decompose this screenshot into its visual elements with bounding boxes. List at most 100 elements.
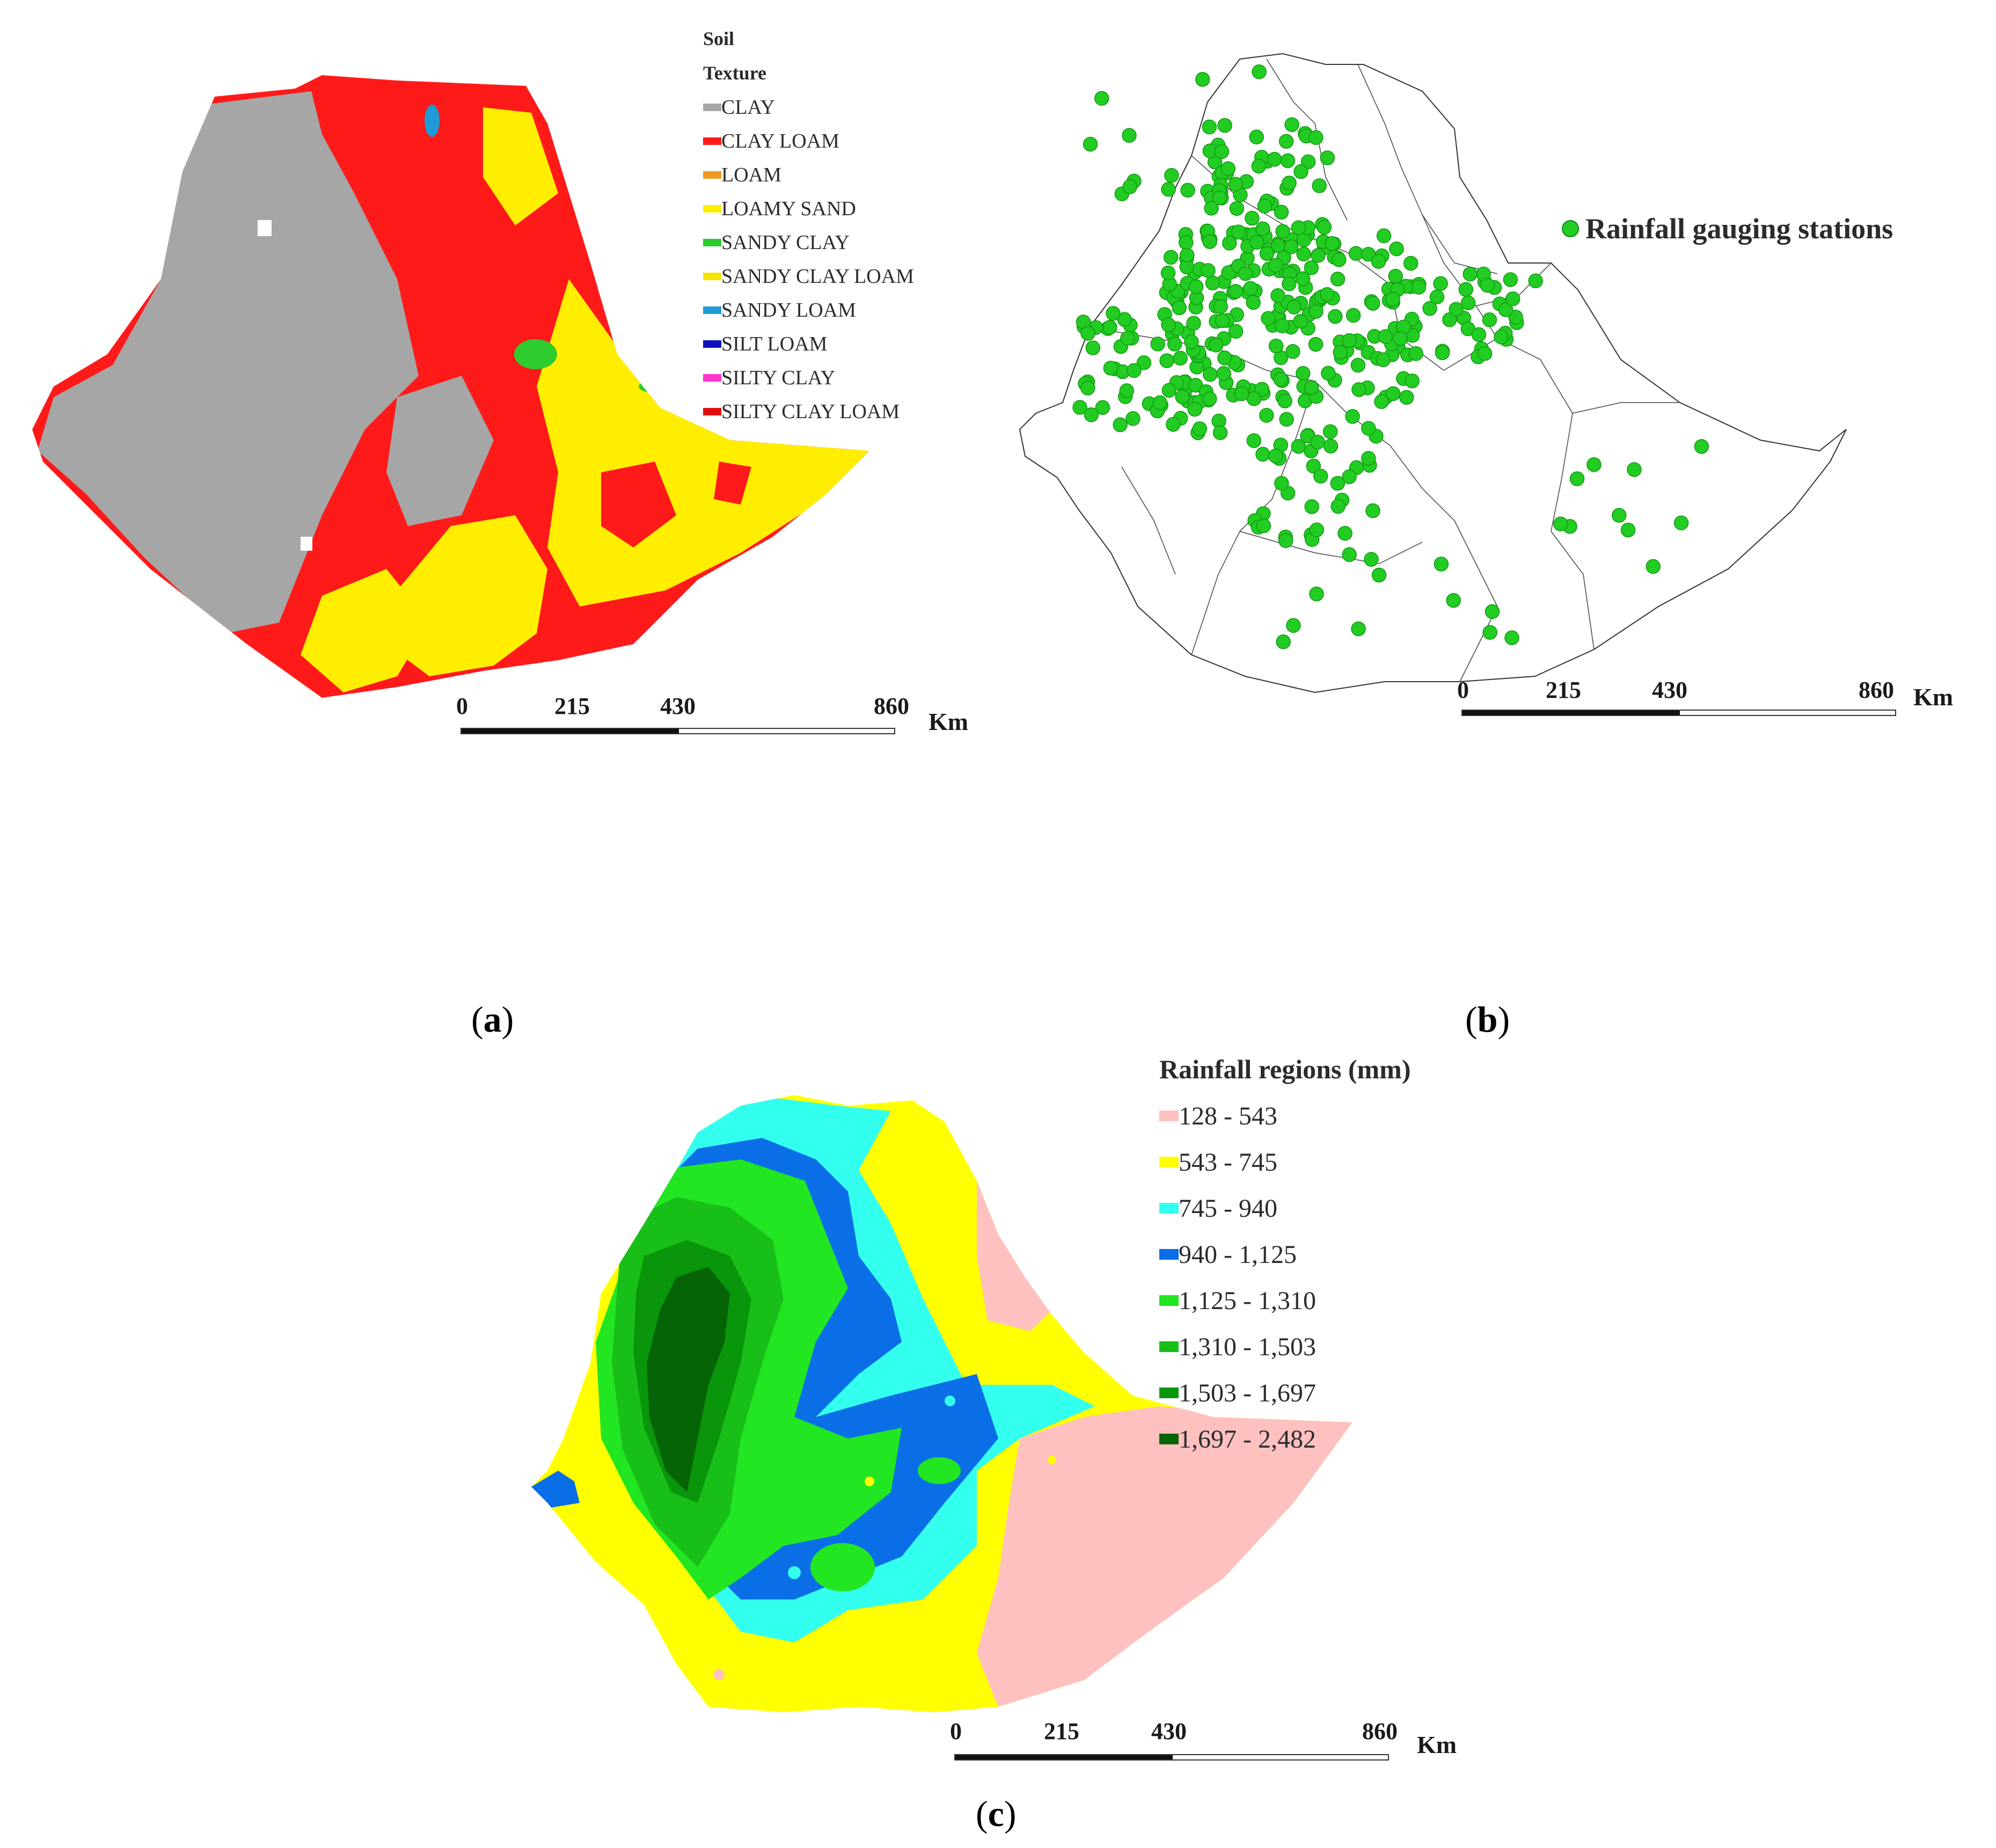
station-point <box>1180 182 1195 198</box>
soil-legend-swatch <box>703 340 721 348</box>
station-point <box>1192 421 1208 436</box>
rainfall-legend-swatch <box>1159 1387 1179 1398</box>
station-point <box>1376 228 1392 244</box>
station-point <box>1136 355 1152 370</box>
soil-legend-label: SILT LOAM <box>721 332 828 355</box>
station-point <box>1449 302 1464 317</box>
station-point <box>1321 366 1336 381</box>
station-point <box>1284 117 1299 132</box>
station-point <box>1627 462 1642 477</box>
station-point <box>1434 557 1449 572</box>
panel-c-rainfall-regions: Rainfall regions (mm) 128 - 543 543 - 745… <box>515 1054 1964 1814</box>
station-point <box>1403 255 1419 271</box>
station-point <box>1393 331 1408 346</box>
station-point <box>1249 235 1264 250</box>
station-point <box>1202 391 1217 406</box>
station-point <box>1328 309 1343 324</box>
station-point <box>1243 281 1258 296</box>
station-point <box>1325 236 1340 251</box>
station-point <box>1222 236 1237 251</box>
station-point <box>1503 272 1518 287</box>
station-point <box>1270 288 1285 303</box>
station-point <box>1446 593 1461 608</box>
station-point <box>1291 220 1306 235</box>
station-point <box>1180 247 1195 263</box>
rainfall-legend-item: 128 - 543 <box>1159 1093 1546 1139</box>
station-point <box>1166 417 1181 432</box>
country-outline <box>1019 53 1847 693</box>
station-point <box>1433 276 1448 291</box>
rainfall-legend-item: 745 - 940 <box>1159 1185 1546 1231</box>
rainfall-legend-label: 1,310 - 1,503 <box>1179 1332 1316 1361</box>
station-point <box>1268 448 1283 464</box>
station-point <box>1215 313 1230 328</box>
station-point <box>1309 586 1324 602</box>
station-point <box>1371 567 1387 583</box>
station-point <box>1342 547 1357 563</box>
scale-c-tick-430: 430 <box>1151 1718 1187 1744</box>
station-point <box>1080 326 1095 341</box>
station-point <box>1106 306 1121 321</box>
station-point <box>1286 618 1301 633</box>
scale-c-tick-215: 215 <box>1044 1718 1079 1744</box>
soil-legend-label: SANDY CLAY LOAM <box>721 265 914 288</box>
station-point <box>1212 190 1227 206</box>
scale-bar-c: 0 215 430 860 Km <box>950 1718 1457 1782</box>
station-point <box>1505 291 1520 306</box>
station-point <box>1255 221 1270 236</box>
rainfall-legend-item: 543 - 745 <box>1159 1139 1546 1185</box>
soil-legend-item: LOAM <box>703 158 1004 192</box>
station-point <box>1187 401 1203 417</box>
scale-c-bar <box>954 1754 1389 1761</box>
soil-legend-item: SILTY CLAY LOAM <box>703 395 1004 428</box>
station-point <box>1504 630 1519 645</box>
panel-b-gauging-stations: Rainfall gauging stations 0 215 430 860 … <box>1014 38 1980 789</box>
soil-legend-label: SANDY CLAY <box>721 231 850 254</box>
station-point <box>1160 265 1176 281</box>
soil-legend-label: SANDY LOAM <box>721 298 856 322</box>
scale-b-unit: Km <box>1913 683 1954 711</box>
station-point <box>1528 273 1543 289</box>
station-point <box>1080 381 1095 396</box>
station-point <box>1388 268 1403 284</box>
scale-c-bar-solid <box>955 1755 1173 1759</box>
soil-legend-swatch <box>703 306 721 314</box>
station-point <box>1308 304 1324 319</box>
rainfall-legend-item: 940 - 1,125 <box>1159 1231 1546 1277</box>
station-point <box>1188 279 1204 294</box>
station-point <box>1274 204 1289 220</box>
caption-b: (b) <box>1465 999 1510 1040</box>
station-point <box>1161 383 1177 398</box>
station-point <box>1285 344 1300 359</box>
station-point <box>1309 522 1324 537</box>
scale-b-tick-215: 215 <box>1546 677 1581 703</box>
gauging-legend-label: Rainfall gauging stations <box>1585 213 1893 245</box>
scale-b-tick-0: 0 <box>1457 677 1469 703</box>
station-point <box>1308 337 1324 352</box>
station-point <box>1163 250 1179 265</box>
station-point <box>1284 239 1299 254</box>
station-point <box>1385 291 1400 307</box>
soil-legend-swatch <box>703 407 721 415</box>
station-point <box>1477 346 1493 361</box>
station-point <box>1254 382 1270 397</box>
soil-legend-swatch <box>703 171 721 179</box>
station-point <box>1095 400 1110 415</box>
station-point <box>1267 152 1282 167</box>
soil-legend-label: CLAY <box>721 96 775 119</box>
station-point <box>1322 424 1338 439</box>
station-point <box>1485 604 1500 619</box>
station-point <box>1246 391 1262 406</box>
rainfall-legend-label: 1,697 - 2,482 <box>1179 1425 1316 1453</box>
station-point <box>1228 284 1244 299</box>
station-point <box>1422 301 1437 316</box>
soil-legend-swatch <box>703 204 721 213</box>
soil-legend-items: CLAY CLAY LOAM LOAM LOAMY SAND SANDY CLAY SAN… <box>703 90 1004 428</box>
station-point <box>1482 625 1497 640</box>
station-point <box>1164 168 1179 183</box>
scale-b-bar <box>1461 710 1896 716</box>
station-point <box>1125 411 1140 426</box>
station-point <box>1217 118 1232 133</box>
station-point <box>1228 324 1244 339</box>
station-point <box>1268 258 1283 273</box>
